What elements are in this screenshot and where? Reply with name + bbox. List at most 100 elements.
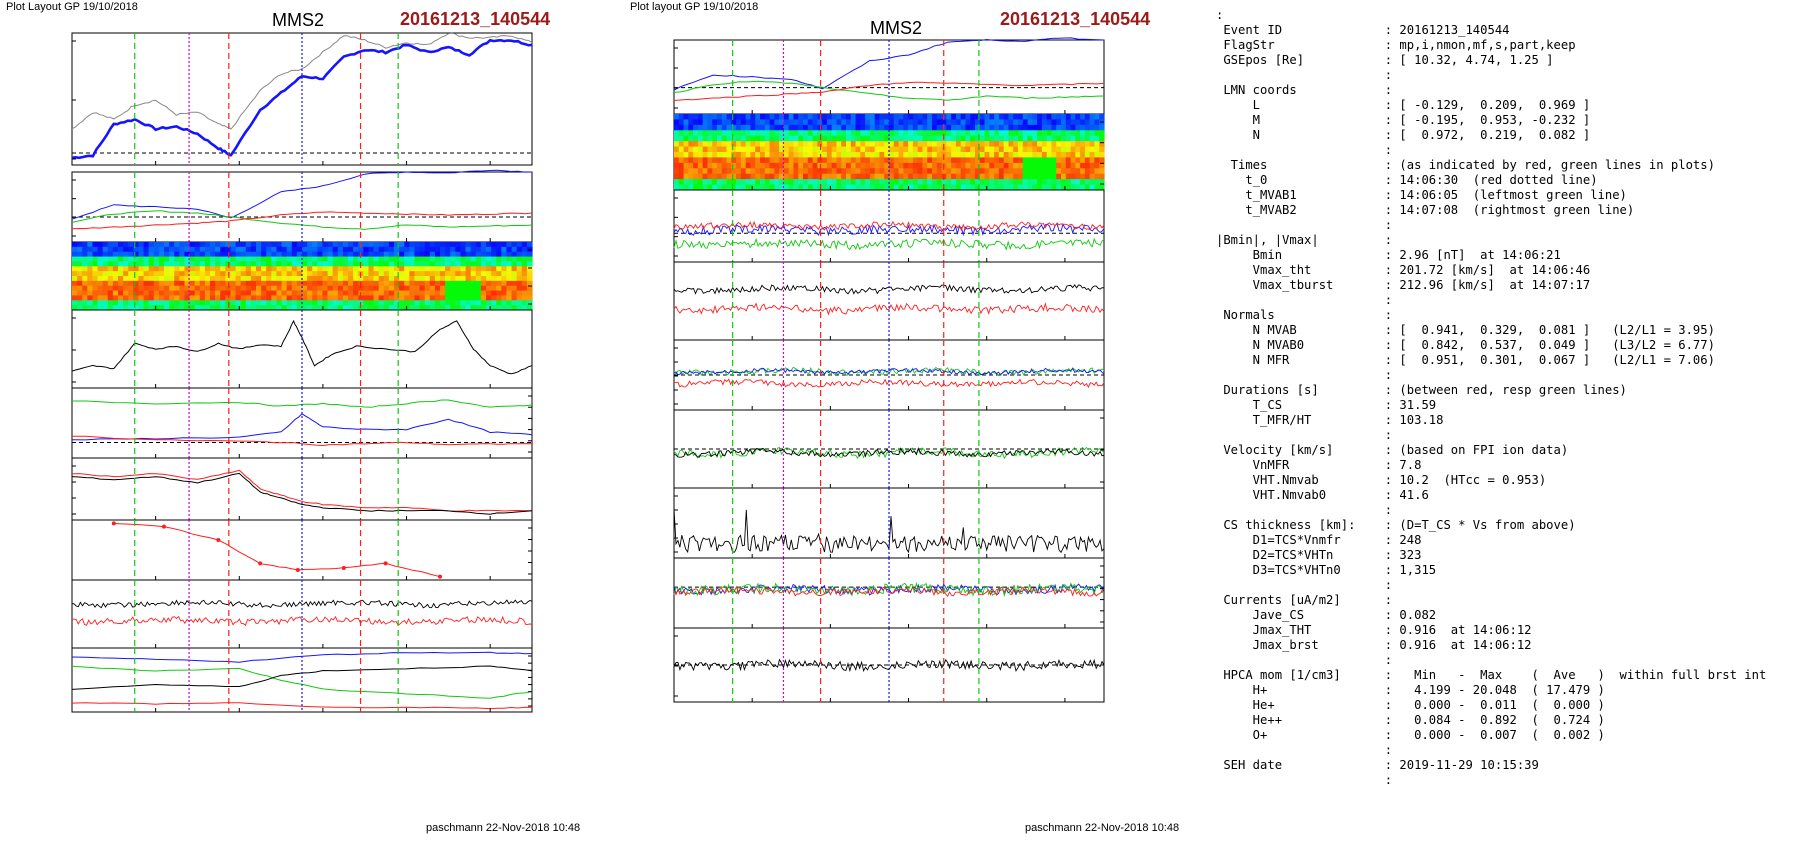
spectrogram-cell (414, 242, 421, 248)
spectrogram-cell (1089, 152, 1096, 159)
spectrogram-cell (225, 271, 232, 277)
spectrogram-cell (764, 135, 771, 142)
spectrogram-cell (491, 242, 497, 248)
spectrogram-cell (189, 285, 196, 292)
spectrogram-cell (470, 305, 477, 311)
spectrogram-cell (516, 256, 523, 263)
spectrogram-cell (731, 119, 737, 126)
spectrogram-cell (774, 124, 780, 131)
spectrogram-cell (674, 119, 680, 126)
spectrogram-cell (822, 146, 828, 153)
spectrogram-cell (788, 119, 795, 126)
spectrogram-cell (941, 130, 947, 137)
spectrogram-cell (936, 162, 943, 169)
spectrogram-cell (798, 179, 804, 186)
spectrogram-cell (960, 135, 967, 142)
spectrogram-cell (266, 285, 272, 292)
spectrogram-cell (404, 295, 410, 301)
spectrogram-cell (908, 168, 914, 175)
spectrogram-cell (788, 146, 795, 153)
spectrogram-cell (922, 168, 928, 175)
spectrogram-cell (92, 290, 99, 297)
spectrogram-cell (358, 256, 364, 263)
spectrogram-cell (388, 305, 395, 311)
spectrogram-cell (506, 256, 513, 263)
spectrogram-cell (235, 266, 242, 272)
spectrogram-cell (1003, 179, 1010, 186)
spectrogram-cell (1037, 135, 1043, 142)
spectrogram-cell (812, 114, 818, 121)
spectrogram-cell (717, 124, 723, 131)
spectrogram-cell (143, 305, 150, 311)
spectrogram-cell (917, 124, 924, 131)
spectrogram-cell (1070, 114, 1076, 121)
spectrogram-cell (317, 271, 324, 277)
spectrogram-cell (855, 124, 861, 131)
spectrogram-cell (276, 242, 283, 248)
spectrogram-cell (946, 152, 952, 159)
spectrogram-cell (491, 246, 497, 253)
spectrogram-cell (383, 305, 390, 311)
spectrogram-cell (286, 295, 293, 301)
spectrogram-cell (822, 114, 828, 121)
spectrogram-cell (409, 242, 416, 248)
spectrogram-cell (975, 124, 981, 131)
spectrogram-cell (353, 266, 359, 272)
spectrogram-cell (1065, 179, 1072, 186)
spectrogram-cell (378, 276, 385, 282)
spectrogram-cell (1013, 135, 1019, 142)
spectrogram-cell (998, 184, 1005, 191)
spectrogram-cell (322, 242, 329, 248)
spectrogram-cell (501, 266, 508, 272)
spectrogram-cell (475, 290, 482, 297)
spectrogram-cell (210, 266, 216, 272)
spectrogram-cell (1003, 157, 1010, 164)
spectrogram-cell (194, 290, 201, 297)
spectrogram-cell (1089, 114, 1096, 121)
spectrogram-cell (846, 130, 852, 137)
spectrogram-cell (378, 285, 385, 292)
spectrogram-cell (779, 119, 785, 126)
spectrogram-cell (399, 290, 405, 297)
spectrogram-cell (798, 152, 804, 159)
chart-panel-mid-5 (673, 339, 1105, 411)
spectrogram-cell (979, 135, 986, 142)
spectrogram-cell (1013, 114, 1019, 121)
spectrogram-cell (1008, 146, 1014, 153)
spectrogram-cell (726, 124, 732, 131)
spectrogram-cell (936, 146, 943, 153)
spectrogram-cell (736, 157, 742, 164)
spectrogram-cell (1051, 119, 1057, 126)
spectrogram-cell (932, 135, 938, 142)
spectrogram-cell (337, 305, 344, 311)
spectrogram-cell (210, 295, 216, 301)
spectrogram-cell (450, 266, 456, 272)
spectrogram-cell (994, 162, 1000, 169)
spectrogram-cell (889, 141, 895, 148)
spectrogram-cell (927, 135, 933, 142)
spectrogram-cell (736, 179, 742, 186)
spectrogram-cell (1061, 157, 1067, 164)
spectrogram-cell (793, 157, 799, 164)
spectrogram-cell (674, 146, 680, 153)
spectrogram-cell (1032, 146, 1038, 153)
spectrogram-cell (215, 242, 221, 248)
spectrogram-cell (826, 152, 833, 159)
spectrogram-cell (215, 261, 221, 267)
spectrogram-cell (445, 246, 451, 253)
spectrogram-cell (721, 124, 728, 131)
spectrogram-cell (903, 124, 909, 131)
spectrogram-cell (281, 305, 288, 311)
right-footer: paschmann 22-Nov-2018 10:48 (1025, 822, 1180, 834)
spectrogram-cell (955, 157, 962, 164)
spectrogram-cell (286, 261, 293, 267)
spectrogram-cell (363, 256, 370, 263)
spectrogram-cell (337, 285, 344, 292)
spectrogram-cell (307, 246, 313, 253)
spectrogram-cell (102, 280, 109, 287)
spectrogram-cell (429, 285, 436, 292)
spectrogram-cell (702, 184, 709, 191)
spectrogram-cell (526, 276, 533, 282)
trace-black (673, 447, 1105, 458)
spectrogram-cell (836, 157, 842, 164)
